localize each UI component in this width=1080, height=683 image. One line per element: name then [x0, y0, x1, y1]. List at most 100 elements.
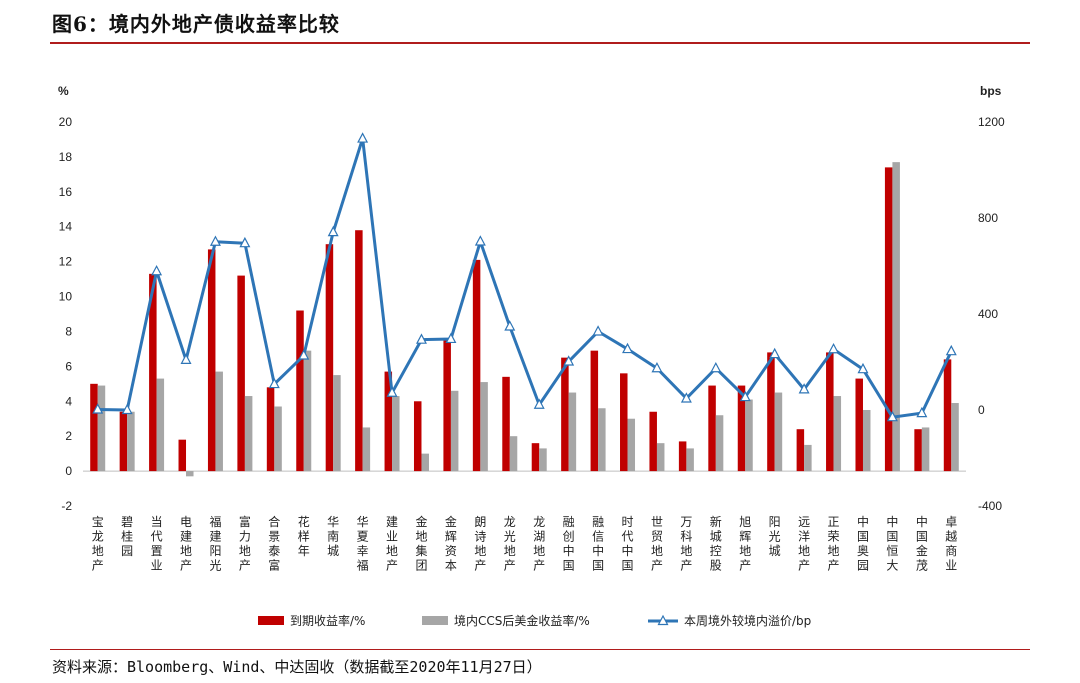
- bar-yield: [119, 411, 128, 472]
- legend-marker-premium: [657, 614, 669, 626]
- premium-marker: [151, 264, 163, 276]
- category-label: 电建地产: [180, 515, 192, 573]
- premium-marker: [857, 362, 869, 374]
- bar-yield: [90, 383, 98, 472]
- bar-ccs-yield: [598, 408, 606, 472]
- left-tick-label: 16: [59, 185, 73, 199]
- bar-yield: [207, 249, 216, 472]
- bar-yield: [914, 429, 922, 472]
- category-label: 花样年: [298, 514, 310, 558]
- category-label: 融信中国: [592, 515, 604, 573]
- bar-ccs-yield: [156, 378, 165, 472]
- right-axis-unit: bps: [980, 84, 1002, 98]
- bar-yield: [561, 357, 569, 472]
- premium-marker: [945, 344, 957, 356]
- category-label: 龙湖地产: [533, 515, 545, 573]
- bar-ccs-yield: [833, 396, 842, 472]
- category-label: 世贸地产: [651, 515, 663, 573]
- bar-yield: [855, 378, 863, 472]
- premium-marker: [533, 398, 545, 409]
- category-label: 中国奥园: [857, 514, 869, 573]
- category-label: 中国恒大: [886, 514, 898, 573]
- left-tick-label: -2: [61, 499, 72, 513]
- bar-ccs-yield: [627, 418, 636, 472]
- bar-yield: [325, 244, 334, 472]
- category-label: 合景泰富: [268, 514, 280, 573]
- bar-ccs-yield: [921, 427, 930, 472]
- premium-marker: [651, 361, 663, 373]
- bar-yield: [884, 167, 893, 472]
- left-tick-label: 14: [59, 220, 73, 234]
- category-label: 卓越商业: [945, 515, 957, 573]
- premium-marker: [415, 333, 427, 344]
- category-label: 远洋地产: [798, 515, 810, 573]
- legend-label-yield: 到期收益率/%: [290, 613, 365, 628]
- bar-ccs-yield: [892, 162, 900, 472]
- bar-yield: [443, 340, 451, 472]
- bar-ccs-yield: [804, 444, 812, 472]
- premium-marker: [886, 410, 898, 422]
- premium-marker: [710, 361, 722, 373]
- bar-yield: [796, 429, 805, 472]
- bar-ccs-yield: [951, 403, 959, 472]
- premium-marker: [121, 403, 133, 415]
- category-label: 融创中国: [563, 515, 575, 573]
- premium-marker: [445, 332, 457, 344]
- premium-marker: [622, 342, 634, 354]
- title-rule: [50, 42, 1030, 44]
- bar-yield: [237, 275, 245, 472]
- left-tick-label: 18: [59, 150, 73, 164]
- legend-label-ccs: 境内CCS后美金收益率/%: [454, 613, 590, 628]
- premium-marker: [563, 355, 575, 366]
- premium-marker: [298, 349, 310, 360]
- bar-yield: [737, 385, 746, 472]
- premium-marker: [209, 235, 221, 246]
- bar-ccs-yield: [656, 443, 665, 472]
- category-label: 阳光城: [769, 515, 781, 558]
- left-tick-label: 12: [59, 255, 73, 269]
- bar-ccs-yield: [568, 392, 577, 472]
- bar-yield: [826, 352, 834, 472]
- premium-marker: [357, 132, 369, 143]
- right-tick-label: 0: [978, 403, 985, 417]
- bar-ccs-yield: [509, 436, 518, 472]
- category-label: 正荣地产: [828, 515, 840, 573]
- premium-line: [97, 137, 953, 419]
- category-label: 万科地产: [680, 515, 692, 573]
- bar-ccs-yield: [392, 396, 400, 472]
- bar-ccs-yield: [274, 406, 282, 472]
- bar-ccs-yield: [421, 453, 429, 472]
- category-label: 朗诗地产: [474, 515, 486, 573]
- figure-title: 图6：境内外地产债收益率比较: [52, 12, 340, 36]
- bar-ccs-yield: [215, 371, 223, 472]
- bar-ccs-yield: [745, 399, 753, 472]
- bar-ccs-yield: [127, 411, 135, 472]
- bar-ccs-yield: [303, 350, 312, 472]
- bar-ccs-yield: [715, 415, 724, 472]
- category-label: 建业地产: [386, 515, 398, 573]
- left-tick-label: 10: [59, 290, 73, 304]
- premium-marker: [769, 347, 781, 359]
- category-label: 宝龙地产: [92, 515, 104, 573]
- premium-marker: [680, 392, 692, 403]
- right-tick-label: 800: [978, 211, 998, 225]
- bar-yield: [502, 376, 510, 472]
- premium-marker: [798, 383, 810, 394]
- bar-yield: [531, 443, 540, 472]
- bar-yield: [678, 441, 687, 472]
- category-label: 华南城: [327, 515, 339, 558]
- bar-ccs-yield: [450, 390, 459, 472]
- right-tick-label: -400: [978, 499, 1002, 513]
- legend-label-premium: 本周境外较境内溢价/bp: [684, 613, 811, 628]
- category-label: 旭辉地产: [739, 515, 751, 573]
- bar-ccs-yield: [862, 410, 871, 472]
- bar-yield: [708, 385, 716, 472]
- premium-marker: [916, 406, 928, 418]
- premium-marker: [739, 390, 751, 402]
- premium-marker: [92, 403, 104, 414]
- bar-yield: [649, 411, 657, 472]
- bar-yield: [590, 350, 599, 472]
- bar-yield: [413, 401, 422, 472]
- bar-yield: [266, 387, 275, 472]
- premium-marker: [474, 235, 486, 246]
